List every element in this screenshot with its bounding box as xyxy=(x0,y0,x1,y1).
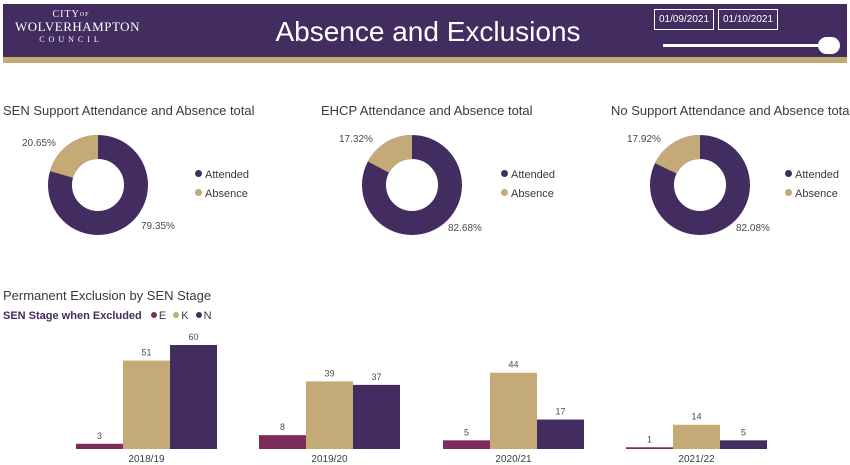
absence-swatch xyxy=(785,189,792,196)
legend-item-n[interactable]: N xyxy=(195,310,212,322)
bar-value-label: 44 xyxy=(508,360,518,370)
bar-value-label: 60 xyxy=(188,332,198,342)
legend-label: Absence xyxy=(205,188,248,200)
bar-e-2021-22[interactable] xyxy=(626,447,673,449)
sen-support-absence-pct: 20.65% xyxy=(22,138,56,149)
absence-segment[interactable] xyxy=(362,135,462,235)
legend-label-n: N xyxy=(203,310,212,322)
logo-council-text: COUNCIL xyxy=(39,35,103,44)
legend-swatch-n xyxy=(195,312,202,318)
no-support-legend-attended[interactable]: Attended xyxy=(785,169,839,181)
logo-wolverhampton-text: WOLVERHAMPTON xyxy=(15,19,140,34)
ehcp-legend-absence[interactable]: Absence xyxy=(501,188,554,200)
x-axis-tick-label: 2020/21 xyxy=(495,454,532,465)
bar-e-2020-21[interactable] xyxy=(443,440,490,449)
bar-value-label: 1 xyxy=(647,434,652,444)
date-start-input[interactable]: 01/09/2021 xyxy=(654,9,714,30)
sen-support-legend-absence[interactable]: Absence xyxy=(195,188,248,200)
sen-support-legend-attended[interactable]: Attended xyxy=(195,169,249,181)
bar-value-label: 5 xyxy=(464,427,469,437)
logo-city-text: CITY xyxy=(52,9,80,20)
x-axis-tick-label: 2018/19 xyxy=(128,454,165,465)
ehcp-attended-pct: 82.68% xyxy=(448,223,482,234)
bar-n-2021-22[interactable] xyxy=(720,440,767,449)
ehcp-donut[interactable] xyxy=(362,135,462,235)
bar-n-2018-19[interactable] xyxy=(170,345,217,449)
bar-k-2019-20[interactable] xyxy=(306,381,353,449)
header-banner: CITYOF WOLVERHAMPTON COUNCIL Absence and… xyxy=(3,4,847,57)
absence-swatch xyxy=(501,189,508,196)
bar-value-label: 51 xyxy=(141,348,151,358)
bar-n-2019-20[interactable] xyxy=(353,384,400,449)
legend-item-e[interactable]: E xyxy=(150,310,167,322)
date-range-slider[interactable] xyxy=(663,44,829,47)
bar-k-2021-22[interactable] xyxy=(673,424,720,449)
exclusions-legend: SEN Stage when Excluded E K N xyxy=(3,310,216,322)
x-axis-tick-label: 2019/20 xyxy=(311,454,348,465)
sen-support-donut[interactable] xyxy=(48,135,148,235)
exclusions-title: Permanent Exclusion by SEN Stage xyxy=(3,288,212,303)
logo-of-text: OF xyxy=(79,12,90,18)
bar-e-2018-19[interactable] xyxy=(76,443,123,449)
legend-label: Attended xyxy=(795,169,840,181)
x-axis-tick-label: 2021/22 xyxy=(678,454,715,465)
date-end-input[interactable]: 01/10/2021 xyxy=(718,9,778,30)
council-logo: CITYOF WOLVERHAMPTON COUNCIL xyxy=(15,9,140,50)
bar-k-2018-19[interactable] xyxy=(123,360,170,449)
attended-segment[interactable] xyxy=(650,135,750,235)
legend-label: Attended xyxy=(205,169,250,181)
header-divider xyxy=(3,57,847,63)
bar-value-label: 39 xyxy=(324,368,334,378)
sen-support-title: SEN Support Attendance and Absence total xyxy=(3,103,255,118)
bar-value-label: 37 xyxy=(371,372,381,382)
legend-item-k[interactable]: K xyxy=(173,310,189,322)
legend-title: SEN Stage when Excluded xyxy=(3,310,142,322)
legend-label-k: K xyxy=(181,310,189,322)
legend-label-e: E xyxy=(158,310,167,322)
no-support-donut[interactable] xyxy=(650,135,750,235)
attended-swatch xyxy=(785,170,792,177)
attended-swatch xyxy=(195,170,202,177)
bar-value-label: 5 xyxy=(741,427,746,437)
bar-n-2020-21[interactable] xyxy=(537,419,584,449)
legend-label: Absence xyxy=(511,188,554,200)
legend-label: Absence xyxy=(795,188,838,200)
bar-value-label: 17 xyxy=(555,407,565,417)
no-support-absence-pct: 17.92% xyxy=(627,134,661,145)
legend-label: Attended xyxy=(511,169,556,181)
no-support-title: No Support Attendance and Absence total xyxy=(611,103,850,118)
legend-swatch-k xyxy=(173,312,180,318)
ehcp-legend-attended[interactable]: Attended xyxy=(501,169,555,181)
exclusions-bar-chart: 3 51 60 2018/19 8 39 37 2019/20 5 44 17 2020/21 1 14 5… xyxy=(76,332,767,465)
no-support-attended-pct: 82.08% xyxy=(736,223,770,234)
bar-value-label: 14 xyxy=(691,412,701,422)
ehcp-title: EHCP Attendance and Absence total xyxy=(321,103,533,118)
bar-k-2020-21[interactable] xyxy=(490,372,537,449)
page-title: Absence and Exclusions xyxy=(275,16,581,47)
bar-value-label: 3 xyxy=(97,431,102,441)
no-support-legend-absence[interactable]: Absence xyxy=(785,188,838,200)
bar-e-2019-20[interactable] xyxy=(259,435,306,449)
ehcp-absence-pct: 17.32% xyxy=(339,134,373,145)
legend-swatch-e xyxy=(150,312,157,318)
bar-value-label: 8 xyxy=(280,422,285,432)
sen-support-attended-pct: 79.35% xyxy=(141,221,175,232)
date-range-slider-handle[interactable] xyxy=(818,37,840,54)
attended-swatch xyxy=(501,170,508,177)
absence-swatch xyxy=(195,189,202,196)
absence-segment[interactable] xyxy=(48,135,148,235)
